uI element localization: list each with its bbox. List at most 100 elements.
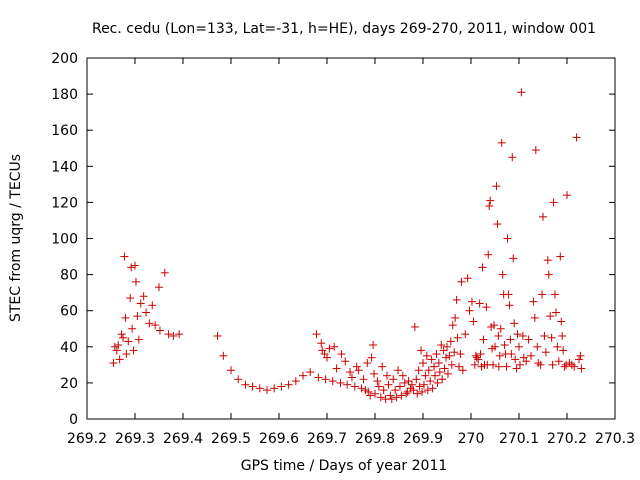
data-point: [383, 371, 391, 380]
data-point: [554, 357, 563, 366]
data-point: [241, 380, 250, 389]
data-point: [513, 330, 522, 339]
data-point: [419, 380, 428, 389]
data-point: [270, 384, 279, 393]
data-point: [475, 299, 484, 308]
data-point: [347, 373, 356, 382]
data-point: [476, 350, 485, 359]
data-point: [461, 330, 470, 339]
data-point: [577, 364, 586, 373]
data-point: [391, 386, 400, 395]
data-point: [343, 380, 352, 389]
data-point: [248, 382, 257, 391]
x-tick-label: 269.4: [163, 431, 203, 447]
data-point: [518, 331, 527, 340]
data-point: [409, 386, 418, 395]
data-point: [511, 355, 520, 364]
data-point: [129, 346, 138, 355]
data-point: [328, 377, 337, 386]
data-point: [120, 252, 129, 261]
data-point: [134, 335, 143, 344]
data-point: [155, 283, 163, 292]
data-point: [332, 364, 341, 373]
data-point: [136, 299, 145, 308]
data-point: [323, 353, 331, 362]
data-point: [515, 342, 523, 351]
data-point: [386, 391, 395, 400]
y-tick-label: 180: [51, 87, 78, 103]
data-point: [507, 350, 516, 359]
data-point: [284, 380, 293, 389]
data-point: [502, 362, 511, 371]
data-point: [437, 340, 446, 349]
data-point: [560, 362, 569, 371]
data-point: [131, 261, 139, 270]
data-point: [478, 263, 487, 272]
data-point: [400, 378, 409, 387]
data-point: [402, 389, 411, 398]
data-point: [363, 359, 372, 368]
data-point: [291, 377, 300, 386]
data-point: [413, 389, 422, 398]
data-point: [423, 386, 432, 395]
data-point: [463, 274, 472, 283]
data-point: [404, 377, 413, 386]
data-point: [432, 350, 441, 359]
data-point: [470, 360, 479, 369]
data-point: [533, 342, 542, 351]
data-point: [498, 270, 507, 279]
data-point: [419, 359, 427, 368]
data-point: [122, 350, 131, 359]
data-point: [312, 330, 321, 339]
data-point: [467, 297, 476, 306]
data-point: [484, 250, 493, 259]
y-tick-label: 40: [60, 340, 78, 356]
data-point: [384, 380, 393, 389]
data-point: [451, 313, 460, 322]
data-point: [445, 351, 454, 360]
data-point: [317, 339, 326, 348]
data-point: [529, 297, 538, 306]
data-point: [544, 270, 553, 279]
data-point: [410, 322, 419, 331]
data-point: [325, 344, 334, 353]
y-tick-label: 0: [69, 412, 78, 428]
x-tick-label: 269.5: [211, 431, 251, 447]
data-point: [496, 324, 505, 333]
data-point: [426, 377, 435, 386]
data-point: [421, 371, 430, 380]
data-point: [115, 355, 124, 364]
data-point: [465, 306, 474, 315]
data-point: [482, 303, 491, 312]
data-point: [508, 153, 517, 162]
data-point: [527, 351, 535, 360]
data-point: [133, 312, 142, 321]
data-point: [541, 348, 550, 357]
data-point: [109, 359, 118, 368]
data-point: [392, 393, 401, 402]
data-point: [110, 342, 119, 351]
y-axis: 0 20 40 60 80 100 120 140 160 180 200: [51, 51, 615, 428]
x-tick-label: 270: [458, 431, 485, 447]
data-point: [543, 256, 552, 265]
data-point: [438, 375, 447, 384]
data-point: [336, 378, 345, 387]
data-point: [510, 319, 519, 328]
data-point: [539, 212, 547, 221]
data-point: [164, 330, 173, 339]
y-tick-label: 140: [51, 159, 78, 175]
data-point: [490, 321, 499, 330]
data-point: [337, 350, 346, 359]
data-point: [497, 138, 506, 147]
data-point: [352, 362, 361, 371]
data-point: [457, 277, 466, 286]
data-point: [219, 351, 228, 360]
data-point: [387, 395, 396, 404]
data-point: [509, 254, 518, 263]
data-point: [536, 360, 545, 369]
data-point: [394, 366, 403, 375]
data-point: [469, 317, 478, 326]
data-point: [117, 330, 126, 339]
x-tick-label: 270.1: [499, 431, 539, 447]
